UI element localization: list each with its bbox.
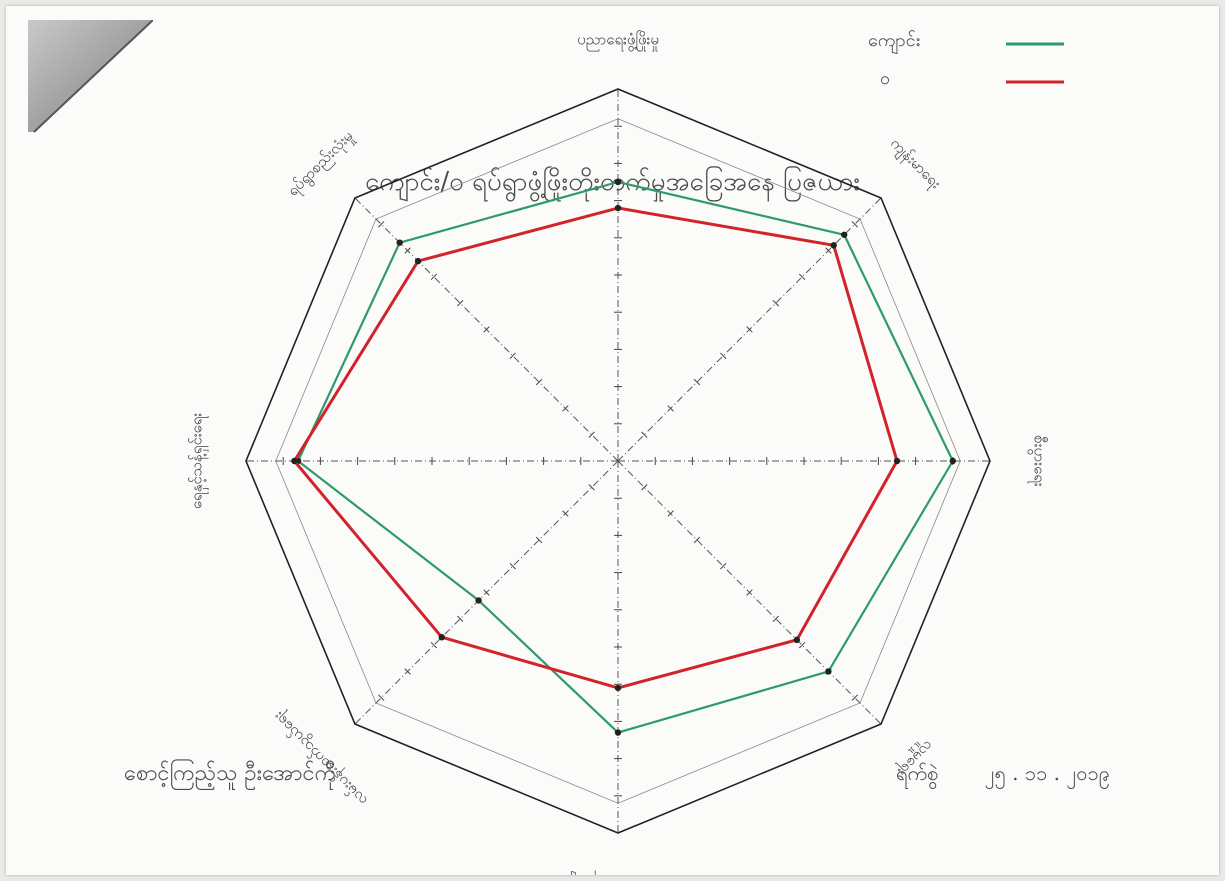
grid-tick-1-7 [798, 273, 806, 281]
series-0-point-0 [614, 178, 622, 186]
legend-label-1: ဝ [880, 68, 891, 89]
radar-grid [245, 88, 991, 834]
grid-tick-3-6 [772, 615, 780, 623]
grid-tick-1-4 [720, 352, 727, 359]
paper-corner-fold [28, 20, 153, 133]
grid-tick-1-3 [693, 378, 701, 386]
legend-label-0: ကျောင်း [868, 30, 921, 51]
grid-tick-5-1 [588, 484, 595, 491]
chart-title: ကျောင်း/ဝ ရပ်ရွာဖွံ့ဖြိုးတိုးတက်မှုအခြေအ… [365, 167, 860, 197]
series-line-1 [292, 206, 899, 690]
grid-ring-0 [245, 88, 991, 834]
series-line-0 [296, 180, 954, 734]
radar-series [291, 178, 956, 736]
radar-chart: ပညာရေးဖွံ့ဖြိုးမှုကျန်းမာရေးစီးပွားရေးလူ… [188, 30, 1064, 875]
grid-tick-7-6 [456, 299, 464, 307]
series-1-point-5 [438, 634, 445, 641]
grid-tick-5-2 [562, 510, 569, 517]
axis-label-7: ရပ်ရွာစည်းလုံးမှု [284, 127, 359, 202]
footer-date: ရက်စွဲ ၂၅ . ၁၁ . ၂၀၁၉ [896, 760, 1110, 790]
grid-tick-3-4 [720, 563, 727, 570]
grid-tick-3-2 [667, 510, 674, 517]
grid-tick-1-8 [825, 247, 832, 254]
axis-label-6: ရေနှင့်သန့်ရှင်းရေး [188, 413, 209, 510]
grid-tick-7-7 [430, 273, 438, 281]
footer-observer: စောင့်ကြည့်သူ ဦးအောင်ကို [124, 761, 337, 786]
grid-tick-7-5 [483, 326, 490, 333]
axis-label-1: ကျန်းမာရေး [885, 134, 945, 194]
grid-tick-7-1 [588, 431, 595, 438]
grid-tick-3-3 [693, 536, 701, 544]
grid-tick-1-6 [772, 299, 780, 307]
legend-item-1: ဝ [880, 66, 890, 93]
series-1-point-4 [614, 684, 622, 692]
grid-tick-5-5 [483, 589, 490, 596]
series-1-point-2 [893, 457, 901, 465]
series-1-point-1 [830, 242, 837, 249]
grid-tick-3-7 [798, 641, 806, 649]
grid-tick-5-6 [456, 615, 464, 623]
footer-date-value: ၂၅ . ၁၁ . ၂၀၁၉ [984, 761, 1110, 785]
grid-tick-7-2 [562, 405, 569, 412]
series-0-point-3 [825, 668, 832, 675]
grid-tick-3-9 [851, 694, 858, 701]
axis-label-3: လူမှုရေး [892, 735, 938, 781]
axis-label-0: ပညာရေးဖွံ့ဖြိုးမှု [577, 30, 659, 52]
grid-tick-5-4 [509, 563, 516, 570]
grid-tick-5-8 [404, 668, 411, 675]
series-0-point-2 [949, 457, 956, 465]
grid-tick-7-4 [509, 352, 516, 359]
axis-label-2: စီးပွားရေး [1027, 435, 1048, 487]
paper-sheet: ကျောင်း/ဝ ရပ်ရွာဖွံ့ဖြိုးတိုးတက်မှုအခြေအ… [6, 6, 1219, 875]
grid-tick-7-9 [378, 221, 385, 228]
grid-tick-5-7 [430, 641, 438, 649]
legend-item-0: ကျောင်း [868, 28, 920, 55]
axis-label-4: သဘာဝပတ်ဝန်းကျင် [562, 870, 674, 875]
grid-tick-7-8 [404, 247, 411, 254]
grid-tick-1-2 [667, 405, 674, 412]
series-0-point-1 [841, 231, 848, 238]
series-0-point-5 [475, 597, 482, 604]
grid-tick-5-9 [378, 694, 385, 701]
series-0-point-4 [614, 729, 622, 736]
grid-tick-3-1 [641, 484, 648, 491]
grid-tick-1-9 [851, 221, 858, 228]
series-1-point-0 [614, 204, 622, 212]
series-1-point-6 [291, 457, 298, 465]
series-1-point-3 [793, 636, 801, 644]
grid-tick-3-5 [746, 589, 753, 596]
grid-tick-7-3 [535, 378, 543, 386]
series-1-point-7 [414, 257, 422, 265]
grid-tick-1-5 [746, 326, 753, 333]
footer-date-label: ရက်စွဲ [896, 761, 939, 785]
legend-swatches [1006, 42, 1064, 84]
series-0-point-7 [396, 239, 403, 246]
grid-tick-1-1 [641, 431, 648, 438]
grid-tick-5-3 [535, 536, 543, 544]
